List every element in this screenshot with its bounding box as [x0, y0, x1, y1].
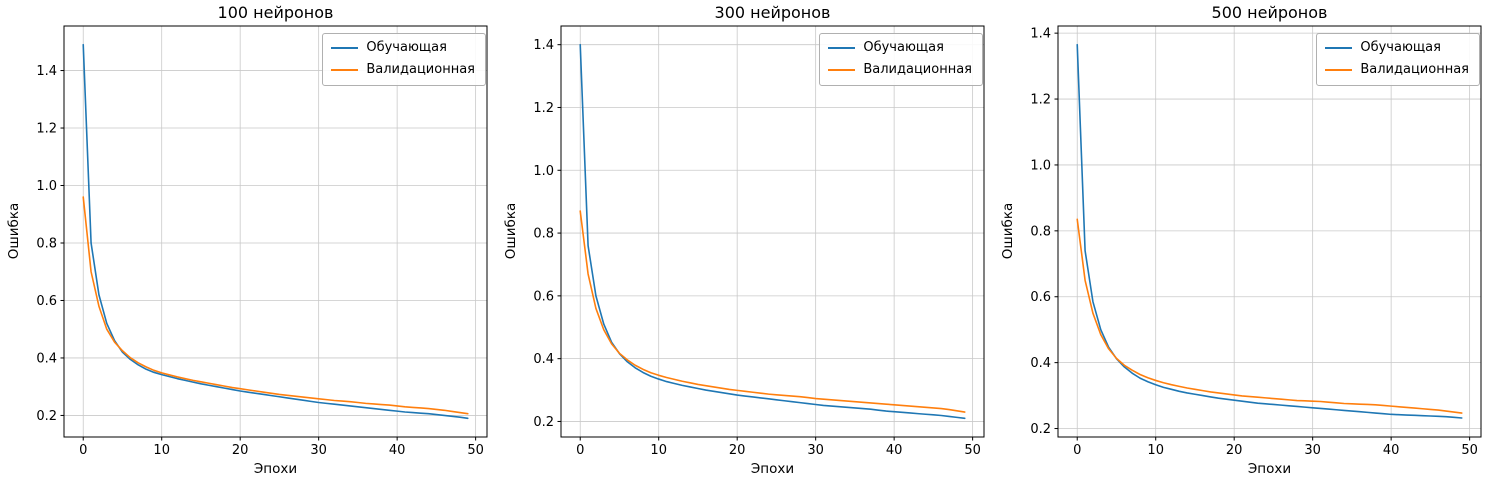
- series-line-train: [579, 43, 966, 420]
- y-tick-label: 0.6: [533, 289, 554, 304]
- train-line-swatch: [828, 47, 856, 49]
- legend-label-train: Обучающая: [366, 40, 447, 55]
- x-tick-label: 40: [886, 443, 903, 458]
- train-line-swatch: [331, 47, 359, 49]
- train-line-swatch: [1325, 47, 1353, 49]
- x-tick-label: 30: [807, 443, 824, 458]
- val-line-swatch: [1325, 69, 1353, 71]
- x-axis-label: Эпохи: [750, 461, 795, 477]
- axes-frame: [560, 25, 985, 438]
- axes-frame: [1057, 25, 1482, 438]
- y-tick-label: 1.0: [36, 179, 57, 194]
- x-tick-label: 20: [1226, 443, 1243, 458]
- chart-panel-500-neurons: 0 10 20 30 40 50 0.2 0.4 0.6 0.8 1.0 1.2 1.4 500 ней…: [994, 0, 1490, 490]
- chart-panel-300-neurons: 0 10 20 30 40 50 0.2 0.4 0.6 0.8 1.0 1.2 1.4 300 ней…: [497, 0, 993, 490]
- plot-canvas-300-neurons: 0 10 20 30 40 50 0.2 0.4 0.6 0.8 1.0 1.2 1.4: [533, 25, 985, 458]
- y-axis-label: Ошибка: [1000, 202, 1016, 260]
- x-axis-label: Эпохи: [253, 461, 298, 477]
- y-axis-label: Ошибка: [503, 202, 519, 260]
- val-line-swatch: [828, 69, 856, 71]
- y-tick-label: 0.6: [36, 294, 57, 309]
- x-tick-label: 10: [153, 443, 170, 458]
- legend: Обучающая Валидационная: [819, 33, 983, 86]
- y-tick-label: 1.2: [533, 101, 554, 116]
- y-tick-label: 1.4: [533, 38, 554, 53]
- legend-item-train: Обучающая: [331, 40, 475, 56]
- legend-item-val: Валидационная: [331, 62, 475, 78]
- series-line-val: [579, 210, 966, 413]
- y-tick-label: 0.8: [533, 227, 554, 242]
- x-tick-label: 50: [1461, 443, 1478, 458]
- plot-canvas-100-neurons: 0 10 20 30 40 50 0.2 0.4 0.6 0.8 1.0 1.2 1.4: [36, 25, 488, 458]
- x-tick-label: 30: [1304, 443, 1321, 458]
- y-tick-label: 1.0: [533, 164, 554, 179]
- legend-label-train: Обучающая: [863, 40, 944, 55]
- x-tick-label: 40: [389, 443, 406, 458]
- legend-label-val: Валидационная: [863, 62, 972, 77]
- plot-canvas-500-neurons: 0 10 20 30 40 50 0.2 0.4 0.6 0.8 1.0 1.2 1.4: [1030, 25, 1482, 458]
- chart-title: 100 нейронов: [217, 3, 334, 22]
- x-tick-label: 50: [964, 443, 981, 458]
- y-tick-label: 0.6: [1030, 290, 1051, 305]
- x-tick-label: 0: [79, 443, 87, 458]
- series-line-val: [82, 196, 469, 415]
- y-tick-label: 0.2: [1030, 422, 1051, 437]
- y-tick-label: 1.0: [1030, 158, 1051, 173]
- y-tick-label: 1.4: [36, 64, 57, 79]
- chart-panel-100-neurons: 0 10 20 30 40 50 0.2 0.4 0.6 0.8 1.0 1.2 1.4 100 ней…: [0, 0, 496, 490]
- y-tick-label: 1.2: [36, 122, 57, 137]
- y-tick-label: 0.8: [36, 236, 57, 251]
- y-tick-label: 0.2: [533, 415, 554, 430]
- legend-label-val: Валидационная: [366, 62, 475, 77]
- legend-label-val: Валидационная: [1360, 62, 1469, 77]
- legend-item-val: Валидационная: [1325, 62, 1469, 78]
- legend-label-train: Обучающая: [1360, 40, 1441, 55]
- x-tick-label: 50: [467, 443, 484, 458]
- x-tick-label: 0: [1073, 443, 1081, 458]
- x-tick-label: 10: [1147, 443, 1164, 458]
- chart-title: 500 нейронов: [1211, 3, 1328, 22]
- legend: Обучающая Валидационная: [1316, 33, 1480, 86]
- series-line-train: [1076, 43, 1463, 419]
- y-tick-label: 1.2: [1030, 93, 1051, 108]
- chart-title: 300 нейронов: [714, 3, 831, 22]
- axes-frame: [63, 25, 488, 438]
- x-tick-label: 20: [729, 443, 746, 458]
- y-tick-label: 0.8: [1030, 224, 1051, 239]
- x-axis-label: Эпохи: [1247, 461, 1292, 477]
- y-axis-label: Ошибка: [6, 202, 22, 260]
- y-tick-label: 0.2: [36, 409, 57, 424]
- x-tick-label: 10: [650, 443, 667, 458]
- series-line-train: [82, 43, 469, 420]
- y-tick-label: 0.4: [1030, 356, 1051, 371]
- legend-item-train: Обучающая: [828, 40, 972, 56]
- y-tick-label: 0.4: [533, 352, 554, 367]
- x-tick-label: 30: [310, 443, 327, 458]
- legend-item-val: Валидационная: [828, 62, 972, 78]
- x-tick-label: 40: [1383, 443, 1400, 458]
- x-tick-label: 0: [576, 443, 584, 458]
- series-line-val: [1076, 218, 1463, 414]
- x-tick-label: 20: [232, 443, 249, 458]
- y-tick-label: 1.4: [1030, 27, 1051, 42]
- y-tick-label: 0.4: [36, 351, 57, 366]
- legend: Обучающая Валидационная: [322, 33, 486, 86]
- val-line-swatch: [331, 69, 359, 71]
- legend-item-train: Обучающая: [1325, 40, 1469, 56]
